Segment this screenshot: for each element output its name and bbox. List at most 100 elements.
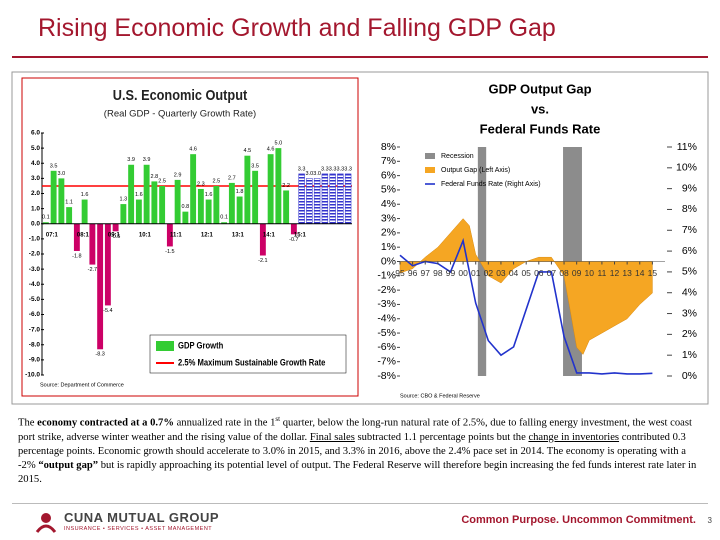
x-tick-label: 10:1 bbox=[139, 232, 152, 238]
value-label: 3.3 bbox=[298, 166, 306, 172]
legend-swatch bbox=[425, 153, 435, 159]
x-tick-label: 01 bbox=[471, 268, 481, 278]
bar bbox=[135, 199, 142, 224]
text-run: quarter, below the long-run natural rate… bbox=[18, 417, 692, 443]
x-tick-label: 07 bbox=[547, 268, 557, 278]
bar bbox=[244, 155, 251, 224]
value-label: 1.1 bbox=[65, 200, 73, 206]
value-label: 2.7 bbox=[228, 175, 236, 181]
value-label: -2.7 bbox=[88, 267, 97, 273]
bar bbox=[174, 179, 181, 224]
y-tick-label: -7.0 bbox=[29, 326, 41, 333]
x-tick-label: 02 bbox=[484, 268, 494, 278]
fed-funds-line bbox=[399, 237, 653, 375]
bar bbox=[128, 164, 135, 224]
chart-subtitle: (Real GDP - Quarterly Growth Rate) bbox=[104, 109, 256, 120]
bar bbox=[283, 190, 290, 224]
x-tick-label: 11:1 bbox=[170, 232, 182, 238]
y-tick-label: -5.0 bbox=[29, 296, 41, 303]
bar bbox=[344, 173, 352, 224]
bar bbox=[190, 154, 197, 224]
y-tick-label: 6% bbox=[381, 169, 396, 181]
value-label: -1.8 bbox=[72, 253, 81, 259]
y-tick-label: 1.0 bbox=[31, 205, 40, 212]
x-tick-label: 12:1 bbox=[201, 232, 214, 238]
y-tick-label: 3.0 bbox=[31, 175, 40, 182]
slide-title: Rising Economic Growth and Falling GDP G… bbox=[38, 14, 556, 42]
slogan: Common Purpose. Uncommon Commitment. bbox=[461, 514, 696, 526]
text-run: but is rapidly approaching its potential… bbox=[18, 459, 697, 485]
y2-tick-label: 0% bbox=[682, 370, 697, 382]
bar bbox=[275, 148, 282, 224]
y-tick-label: 0% bbox=[381, 255, 396, 267]
legend-label: Federal Funds Rate (Right Axis) bbox=[441, 181, 541, 188]
text-run: The bbox=[18, 417, 38, 429]
y-tick-label: -6% bbox=[377, 341, 396, 353]
bar bbox=[267, 154, 274, 224]
logo-icon bbox=[35, 513, 57, 533]
value-label: 2.2 bbox=[282, 183, 290, 189]
bar bbox=[143, 164, 150, 224]
text-run: change in inventories bbox=[528, 431, 620, 443]
bar bbox=[259, 223, 266, 256]
text-run: “output gap” bbox=[38, 459, 99, 471]
y2-tick-label: 1% bbox=[682, 349, 697, 361]
y-tick-label: -10.0 bbox=[25, 372, 40, 379]
y2-tick-label: 6% bbox=[682, 245, 697, 257]
bar bbox=[298, 173, 305, 224]
bar bbox=[89, 223, 96, 265]
y2-tick-label: 8% bbox=[682, 203, 697, 215]
y-tick-label: -8% bbox=[377, 370, 396, 382]
value-label: 3.3 bbox=[337, 166, 345, 172]
y2-tick-label: 2% bbox=[682, 328, 697, 340]
value-label: -0.5 bbox=[111, 234, 120, 240]
x-tick-label: 97 bbox=[421, 268, 431, 278]
x-tick-label: 15:1 bbox=[294, 232, 307, 238]
value-label: -5.4 bbox=[103, 308, 112, 314]
y-tick-label: -9.0 bbox=[29, 357, 41, 364]
value-label: 2.8 bbox=[151, 174, 159, 180]
y2-tick-label: 3% bbox=[682, 307, 697, 319]
x-tick-label: 08 bbox=[559, 268, 569, 278]
legend-label: GDP Growth bbox=[178, 340, 223, 351]
x-tick-label: 96 bbox=[408, 268, 418, 278]
bar bbox=[166, 223, 173, 247]
legend-swatch bbox=[156, 341, 174, 351]
value-label: 1.3 bbox=[120, 197, 128, 203]
value-label: 0.1 bbox=[220, 215, 228, 221]
value-label: -0.7 bbox=[289, 237, 298, 243]
x-tick-label: 12 bbox=[610, 268, 620, 278]
value-label: 2.3 bbox=[197, 181, 205, 187]
value-label: 3.3 bbox=[344, 166, 352, 172]
bar bbox=[290, 223, 297, 235]
bar bbox=[228, 182, 235, 224]
x-tick-label: 14 bbox=[635, 268, 645, 278]
chart-title: U.S. Economic Output bbox=[113, 86, 248, 103]
footer-rule bbox=[12, 503, 708, 504]
bar bbox=[58, 178, 65, 224]
output-gap-area bbox=[399, 218, 653, 355]
value-label: 4.6 bbox=[189, 147, 197, 153]
y-tick-label: 4.0 bbox=[31, 160, 40, 167]
legend-swatch bbox=[425, 167, 435, 173]
bar bbox=[151, 181, 158, 224]
x-tick-label: 95 bbox=[395, 268, 405, 278]
y-tick-label: 7% bbox=[381, 155, 396, 167]
bar bbox=[306, 178, 313, 224]
value-label: 3.5 bbox=[50, 163, 58, 169]
x-tick-label: 05 bbox=[521, 268, 531, 278]
source-note: Source: CBO & Federal Reserve bbox=[400, 393, 480, 399]
value-label: 3.9 bbox=[143, 157, 151, 163]
bar bbox=[112, 223, 119, 232]
legend-box bbox=[149, 334, 347, 374]
text-run: economy contracted at a 0.7% bbox=[37, 417, 174, 429]
company-tagline: INSURANCE • SERVICES • ASSET MANAGEMENT bbox=[64, 526, 213, 532]
value-label: -1.5 bbox=[165, 249, 174, 255]
x-tick-label: 03 bbox=[496, 268, 506, 278]
bar bbox=[104, 223, 111, 306]
x-tick-label: 15 bbox=[648, 268, 658, 278]
y-tick-label: 1% bbox=[381, 241, 396, 253]
y-tick-label: 5.0 bbox=[31, 145, 40, 152]
bar bbox=[66, 207, 73, 224]
value-label: 4.5 bbox=[244, 148, 252, 154]
